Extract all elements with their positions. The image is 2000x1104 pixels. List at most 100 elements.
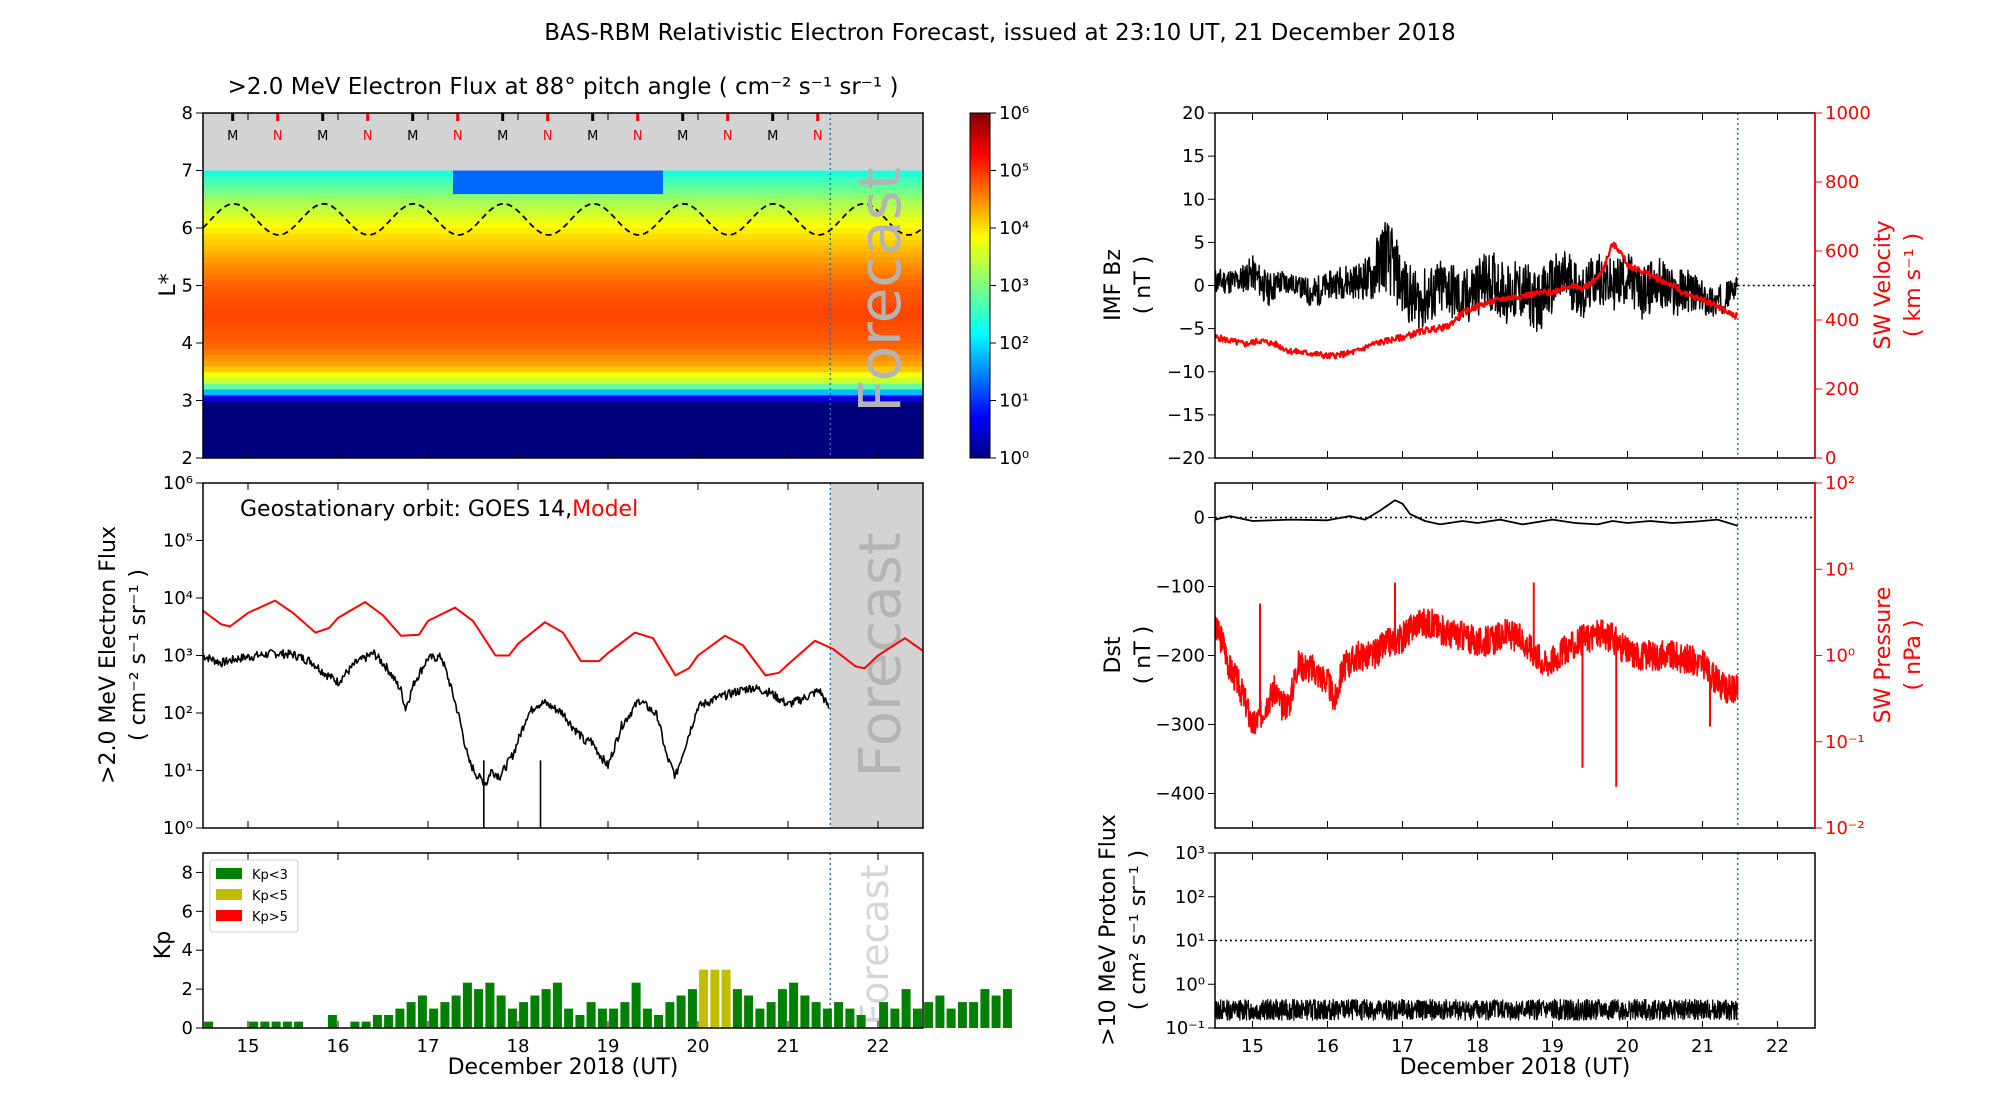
heatmap-cell (333, 412, 344, 419)
heatmap-cell (533, 308, 544, 315)
kp-bar (552, 982, 562, 1028)
heatmap-cell (853, 314, 864, 321)
heatmap-cell (383, 371, 394, 378)
heatmap-cell (913, 406, 923, 413)
heatmap-cell (403, 256, 414, 264)
heatmap-cell (543, 337, 554, 344)
heatmap-cell (213, 371, 224, 378)
heatmap-cell (433, 389, 444, 396)
heatmap-cell (363, 182, 374, 189)
heatmap-cell (643, 377, 654, 384)
colorbar-tick-label: 10¹ (999, 391, 1029, 412)
heatmap-cell (793, 406, 804, 413)
heatmap-cell (233, 245, 244, 252)
heatmap-cell (203, 354, 214, 361)
heatmap-cell (323, 176, 334, 183)
heatmap-cell (823, 279, 834, 287)
heatmap-cell (533, 222, 544, 229)
heatmap-cell (733, 187, 744, 195)
heatmap-cell (703, 193, 714, 200)
heatmap-cell (663, 348, 674, 355)
heatmap-cell (723, 320, 734, 327)
heatmap-cell (223, 239, 234, 246)
heatmap-cell (593, 233, 604, 241)
kp-bar (856, 1015, 866, 1028)
heatmap-cell (233, 228, 244, 235)
heatmap-cell (643, 285, 654, 292)
heatmap-cell (353, 256, 364, 264)
heatmap-cell (793, 170, 804, 177)
heatmap-cell (233, 256, 244, 264)
heatmap-cell (733, 228, 744, 235)
heatmap-cell (503, 412, 514, 419)
heatmap-cell (753, 274, 764, 281)
heatmap-cell (673, 412, 684, 419)
heatmap-cell (293, 274, 304, 281)
heatmap-cell (473, 320, 484, 327)
kp-bar (462, 982, 472, 1028)
heatmap-cell (673, 297, 684, 304)
heatmap-cell (633, 348, 644, 355)
heatmap-cell (583, 446, 594, 453)
heatmap-cell (763, 423, 774, 430)
heatmap-cell (693, 314, 704, 321)
heatmap-cell (843, 187, 854, 195)
heatmap-cell (583, 394, 594, 401)
heatmap-cell (253, 262, 264, 269)
heatmap-cell (293, 239, 304, 246)
heatmap-cell (343, 331, 354, 338)
heatmap-cell (753, 440, 764, 448)
heatmap-cell (863, 193, 874, 200)
heatmap-cell (273, 412, 284, 419)
heatmap-cell (683, 222, 694, 229)
kp-legend: Kp<3Kp<5Kp>5 (209, 859, 299, 933)
heatmap-cell (703, 325, 714, 332)
heatmap-cell (773, 182, 784, 189)
heatmap-cell (823, 233, 834, 241)
heatmap-cell (213, 228, 224, 235)
heatmap-cell (493, 210, 504, 218)
heatmap-cell (733, 216, 744, 223)
heatmap-cell (393, 343, 404, 350)
colorbar-tick-label: 10⁵ (999, 161, 1029, 182)
heatmap-cell (263, 377, 274, 384)
heatmap-cell (533, 291, 544, 298)
heatmap-cell (323, 389, 334, 396)
heatmap-cell (363, 400, 374, 407)
heatmap-cell (823, 205, 834, 212)
heatmap-cell (423, 193, 434, 200)
heatmap-cell (773, 216, 784, 223)
y2-tick-label: 10⁻¹ (1825, 732, 1865, 753)
heatmap-cell (883, 325, 894, 332)
y-tick-label: 10² (163, 703, 193, 724)
heatmap-cell (493, 325, 504, 332)
heatmap-cell (633, 285, 644, 292)
heatmap-cell (483, 308, 494, 315)
heatmap-cell (473, 182, 484, 189)
heatmap-cell (653, 308, 664, 315)
heatmap-cell (523, 268, 534, 275)
heatmap-cell (873, 394, 884, 401)
heatmap-cell (473, 366, 484, 373)
heatmap-cell (313, 302, 324, 310)
heatmap-cell (463, 429, 474, 436)
heatmap-cell (243, 429, 254, 436)
heatmap-cell (823, 297, 834, 304)
heatmap-cell (413, 360, 424, 367)
heatmap-cell (743, 366, 754, 373)
heatmap-cell (393, 205, 404, 212)
heatmap-cell (573, 222, 584, 229)
heatmap-cell (393, 452, 404, 458)
heatmap-cell (633, 446, 644, 453)
heatmap-cell (733, 297, 744, 304)
heatmap-cell (233, 371, 244, 378)
heatmap-cell (833, 297, 844, 304)
heatmap-cell (353, 366, 364, 373)
colorbar-tick-label: 10³ (999, 276, 1029, 297)
heatmap-cell (243, 412, 254, 419)
heatmap-cell (243, 262, 254, 269)
heatmap-cell (643, 228, 654, 235)
heatmap-cell (323, 308, 334, 315)
heatmap-cell (873, 222, 884, 229)
heatmap-cell (253, 337, 264, 344)
